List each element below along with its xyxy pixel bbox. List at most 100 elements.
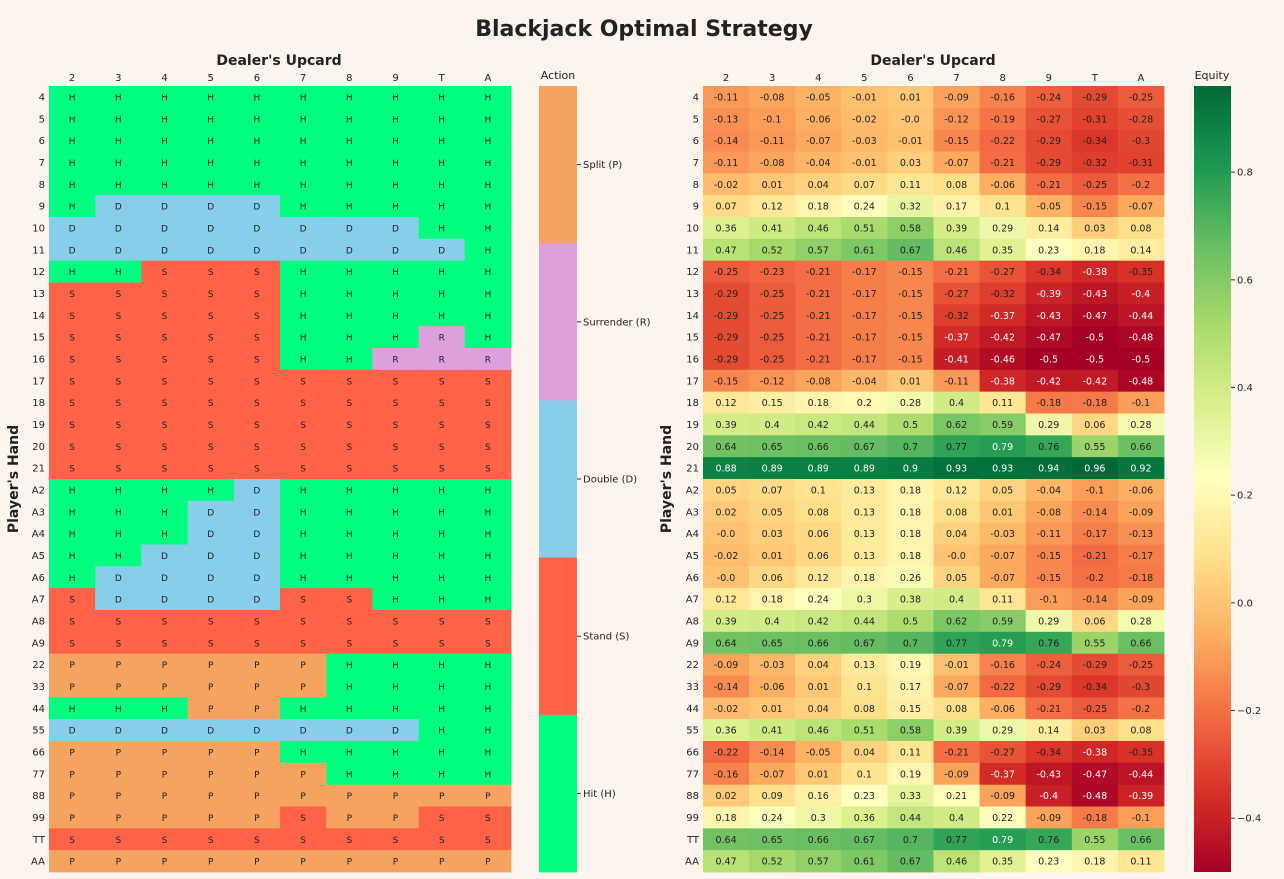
strategy-cell (418, 631, 466, 655)
strategy-y-tick: 55 (32, 726, 45, 737)
equity-cell (749, 719, 796, 742)
equity-cell (1117, 762, 1165, 786)
strategy-cell-label: H (346, 312, 353, 322)
equity-cell (795, 238, 842, 262)
strategy-cell (280, 391, 327, 414)
strategy-cell (187, 784, 235, 807)
equity-cell (703, 369, 750, 393)
equity-cell (933, 326, 980, 349)
strategy-y-tick: 4 (39, 92, 45, 103)
equity-cell (887, 697, 934, 720)
strategy-cell (326, 697, 373, 720)
equity-cell-label: 0.35 (992, 857, 1013, 868)
equity-y-tick: 9 (693, 202, 699, 213)
strategy-y-tick: A5 (32, 551, 45, 562)
strategy-cell-label: D (253, 508, 260, 518)
strategy-cell (233, 348, 281, 371)
equity-cell (703, 762, 750, 786)
strategy-cell (464, 348, 512, 371)
equity-cell-label: -0.08 (806, 376, 831, 387)
strategy-cell (464, 675, 512, 698)
equity-cell-label: -0.25 (1083, 180, 1108, 191)
strategy-cell (372, 697, 419, 720)
equity-cell-label: 0.77 (946, 638, 967, 649)
equity-cell (1117, 129, 1165, 152)
strategy-cell (187, 107, 235, 131)
equity-cell-label: -0.21 (806, 267, 831, 278)
equity-cell (979, 610, 1027, 633)
strategy-cell-label: H (69, 552, 76, 562)
strategy-cell-label: H (346, 181, 353, 191)
strategy-cell (141, 282, 188, 305)
colorbar-title: Equity (1195, 69, 1230, 82)
strategy-cell-label: S (346, 443, 352, 453)
strategy-y-tick: A9 (32, 638, 45, 649)
strategy-cell (233, 260, 281, 283)
equity-cell (1117, 806, 1165, 829)
equity-cell (749, 784, 796, 807)
equity-cell-label: 0.08 (946, 704, 967, 715)
equity-cell (703, 173, 750, 196)
strategy-cell-label: H (115, 93, 122, 103)
strategy-cell-label: S (115, 312, 121, 322)
equity-cell-label: 0.46 (946, 245, 967, 256)
equity-cell (887, 719, 934, 742)
equity-cell (841, 653, 888, 676)
equity-cell (703, 566, 750, 589)
strategy-cell (280, 479, 327, 502)
equity-cell (1071, 762, 1119, 786)
equity-cell (749, 369, 796, 393)
equity-cell-label: -0.29 (1036, 158, 1061, 169)
equity-cell-label: 0.4 (949, 398, 964, 409)
strategy-cell-label: P (162, 748, 168, 758)
strategy-cell-label: S (69, 334, 75, 344)
strategy-cell-label: H (438, 705, 445, 715)
strategy-cell (233, 282, 281, 305)
equity-cell-label: 0.18 (808, 202, 829, 213)
strategy-cell (326, 566, 373, 589)
strategy-cell (233, 631, 281, 655)
equity-cell-label: 0.06 (1084, 616, 1105, 627)
strategy-cell (95, 522, 142, 545)
strategy-cell (187, 544, 235, 567)
equity-cell-label: -0.0 (901, 114, 920, 125)
equity-cell (1025, 304, 1073, 327)
strategy-cell-label: H (300, 115, 307, 125)
strategy-cell-label: S (485, 639, 491, 649)
strategy-cell-label: S (69, 639, 75, 649)
equity-cell-label: 0.05 (946, 573, 967, 584)
strategy-cell (464, 151, 512, 174)
strategy-cell (280, 784, 327, 807)
strategy-cell (372, 610, 419, 633)
equity-cell (1117, 544, 1165, 567)
strategy-cell (95, 850, 142, 873)
equity-cell (887, 500, 934, 524)
strategy-cell-label: H (115, 137, 122, 147)
equity-cell-label: -0.15 (898, 267, 923, 278)
strategy-cell-label: S (115, 443, 121, 453)
equity-cell (1117, 479, 1165, 502)
equity-cell (749, 326, 796, 349)
strategy-cell-label: S (300, 814, 306, 824)
equity-cell (1071, 391, 1119, 414)
equity-cell-label: -0.1 (1039, 595, 1058, 606)
strategy-cell-label: H (69, 530, 76, 540)
equity-cell (979, 304, 1027, 327)
strategy-cell-label: S (162, 443, 168, 453)
equity-cell (1071, 850, 1119, 873)
equity-cell-label: -0.02 (714, 551, 739, 562)
equity-cell-label: -0.06 (760, 682, 785, 693)
strategy-cell (418, 86, 466, 109)
equity-cell-label: -0.14 (714, 136, 739, 147)
equity-cell (841, 457, 888, 480)
strategy-cell-label: H (69, 203, 76, 213)
strategy-cell (372, 173, 419, 196)
equity-cell-label: 0.61 (854, 857, 875, 868)
strategy-cell-label: P (116, 683, 122, 693)
equity-cell-label: 0.18 (715, 813, 736, 824)
strategy-cell (187, 282, 235, 305)
equity-cell (1071, 675, 1119, 698)
strategy-cell (233, 544, 281, 567)
strategy-cell-label: R (485, 355, 491, 365)
strategy-cell (95, 173, 142, 196)
